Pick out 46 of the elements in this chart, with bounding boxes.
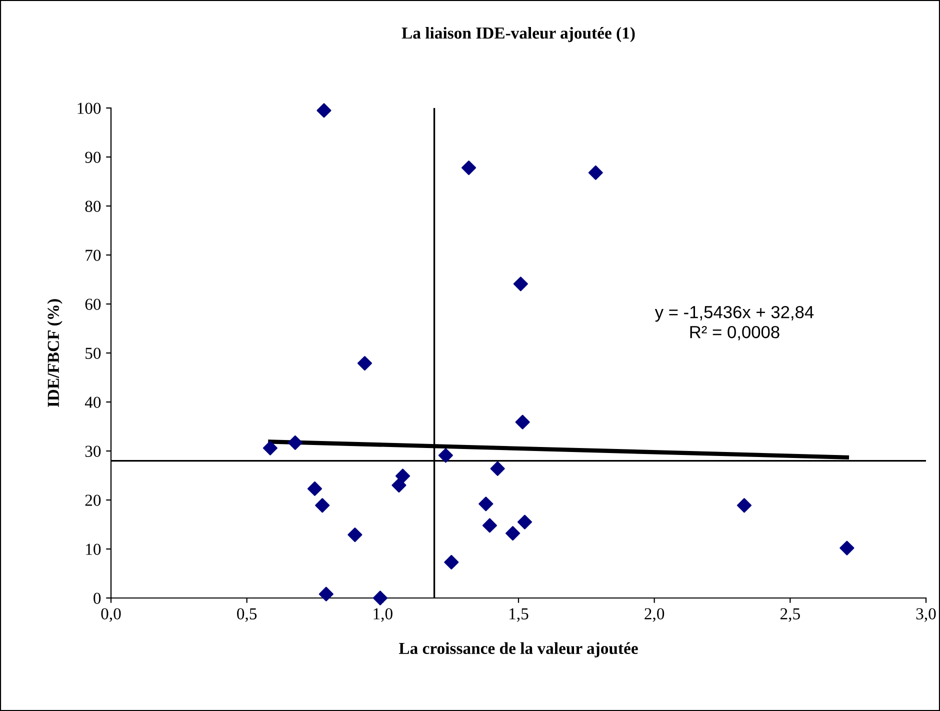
y-tick-label: 30 (85, 446, 101, 457)
y-tick-label: 20 (85, 494, 101, 506)
point (318, 586, 334, 602)
y-tick-label: 10 (86, 544, 101, 555)
point (588, 165, 603, 180)
y-tick-label: 0 (94, 592, 101, 604)
y-tick-label: 50 (86, 348, 101, 359)
x-tick-label: 2,0 (644, 608, 664, 622)
point (438, 448, 453, 463)
x-tick-label: 1,5 (510, 608, 528, 622)
point (316, 103, 332, 118)
x-tick-label: 2,5 (780, 608, 800, 622)
x-tick-label: 3,0 (916, 608, 936, 622)
point (357, 356, 372, 371)
y-axis-title: IDE/FBCF (%) (47, 299, 62, 407)
point (840, 540, 854, 556)
y-tick-label: 100 (78, 102, 101, 114)
point (736, 498, 752, 513)
y-tick-label: 80 (85, 200, 101, 212)
point (288, 435, 302, 450)
point (515, 414, 530, 430)
point (490, 461, 505, 476)
x-axis-title: La croissance de la valeur ajoutée (398, 642, 638, 658)
point (372, 590, 388, 606)
point (348, 528, 362, 542)
point (262, 440, 278, 456)
point (307, 481, 322, 496)
point (444, 554, 459, 570)
point (315, 498, 330, 513)
point (478, 496, 494, 512)
point (506, 526, 520, 541)
x-tick-label: 0,5 (237, 608, 257, 622)
y-tick-label: 90 (85, 152, 101, 163)
chart-title: La liaison IDE-valeur ajoutée (1) (402, 26, 635, 42)
point (517, 514, 532, 530)
point (392, 478, 406, 493)
annotation: y = -1,5436x + 32,84 R² = 0,0008 (654, 306, 814, 340)
y-tick-label: 40 (84, 396, 101, 408)
point (462, 160, 476, 176)
point (513, 276, 528, 292)
y-tick-label: 70 (86, 250, 101, 261)
x-tick-label: 0,0 (101, 608, 121, 622)
x-tick-label: 1,0 (374, 608, 392, 622)
point (482, 518, 497, 533)
y-tick-label: 60 (85, 298, 101, 310)
point (395, 468, 410, 484)
